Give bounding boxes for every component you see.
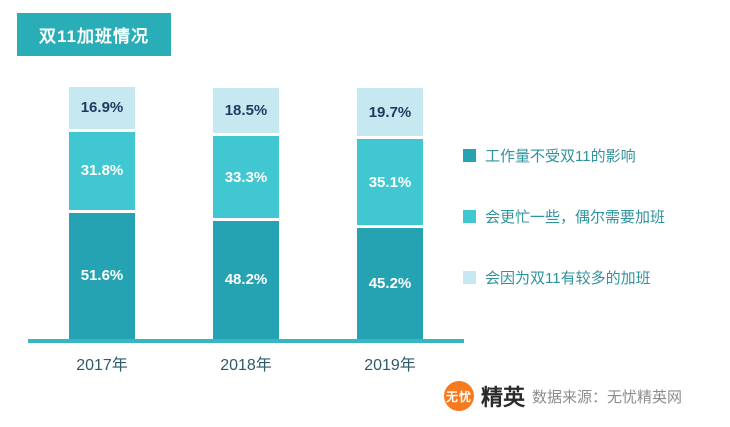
x-axis-label: 2017年 xyxy=(76,357,128,374)
bar-2018年: 18.5% 33.3% 48.2% xyxy=(213,88,279,339)
legend-item: 会因为双11有较多的加班 xyxy=(463,267,665,288)
bar-2019年: 19.7% 35.1% 45.2% xyxy=(357,88,423,339)
legend-item: 工作量不受双11的影响 xyxy=(463,145,665,166)
legend-label: 工作量不受双11的影响 xyxy=(485,148,636,165)
legend-swatch-icon xyxy=(463,149,476,162)
bar-segment: 16.9% xyxy=(69,87,135,129)
data-source-text: 数据来源：无忧精英网 xyxy=(531,388,682,406)
legend-item: 会更忙一些，偶尔需要加班 xyxy=(463,206,665,227)
chart-title: 双11加班情况 xyxy=(17,13,171,56)
bar-segment: 45.2% xyxy=(357,228,423,339)
legend: 工作量不受双11的影响会更忙一些，偶尔需要加班 会因为双11有较多的加班 xyxy=(463,145,665,288)
legend-label: 会更忙一些，偶尔需要加班 xyxy=(485,209,666,226)
x-axis-line xyxy=(28,339,464,343)
footer: 无忧 精英 数据来源：无忧精英网 xyxy=(443,380,682,412)
x-axis-label: 2019年 xyxy=(364,357,416,374)
legend-swatch-icon xyxy=(463,210,476,223)
bar-segment: 31.8% xyxy=(69,131,135,210)
bar-2017年: 16.9% 31.8% 51.6% xyxy=(69,87,135,339)
x-axis-label: 2018年 xyxy=(220,357,272,374)
wuyou-logo-icon: 无忧 xyxy=(443,381,474,411)
x-axis-labels: 2017年 2018年 2019年 xyxy=(30,351,462,375)
bar-segment: 33.3% xyxy=(213,136,279,218)
bar-segment: 51.6% xyxy=(69,212,135,339)
bar-segment: 35.1% xyxy=(357,139,423,226)
bar-segment: 18.5% xyxy=(213,88,279,134)
legend-label: 会因为双11有较多的加班 xyxy=(485,270,651,287)
bar-segment: 48.2% xyxy=(213,220,279,339)
logo-brand-text: 精英 xyxy=(480,385,525,410)
legend-swatch-icon xyxy=(463,271,476,284)
stacked-bar-chart: 16.9% 31.8% 51.6% 18.5% 33.3% 48.2% 19.7% 35.1%… xyxy=(30,80,462,339)
bar-segment: 19.7% xyxy=(357,88,423,137)
